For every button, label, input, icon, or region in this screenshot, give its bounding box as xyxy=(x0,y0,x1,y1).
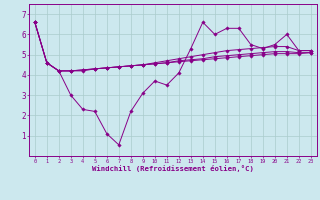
X-axis label: Windchill (Refroidissement éolien,°C): Windchill (Refroidissement éolien,°C) xyxy=(92,165,254,172)
